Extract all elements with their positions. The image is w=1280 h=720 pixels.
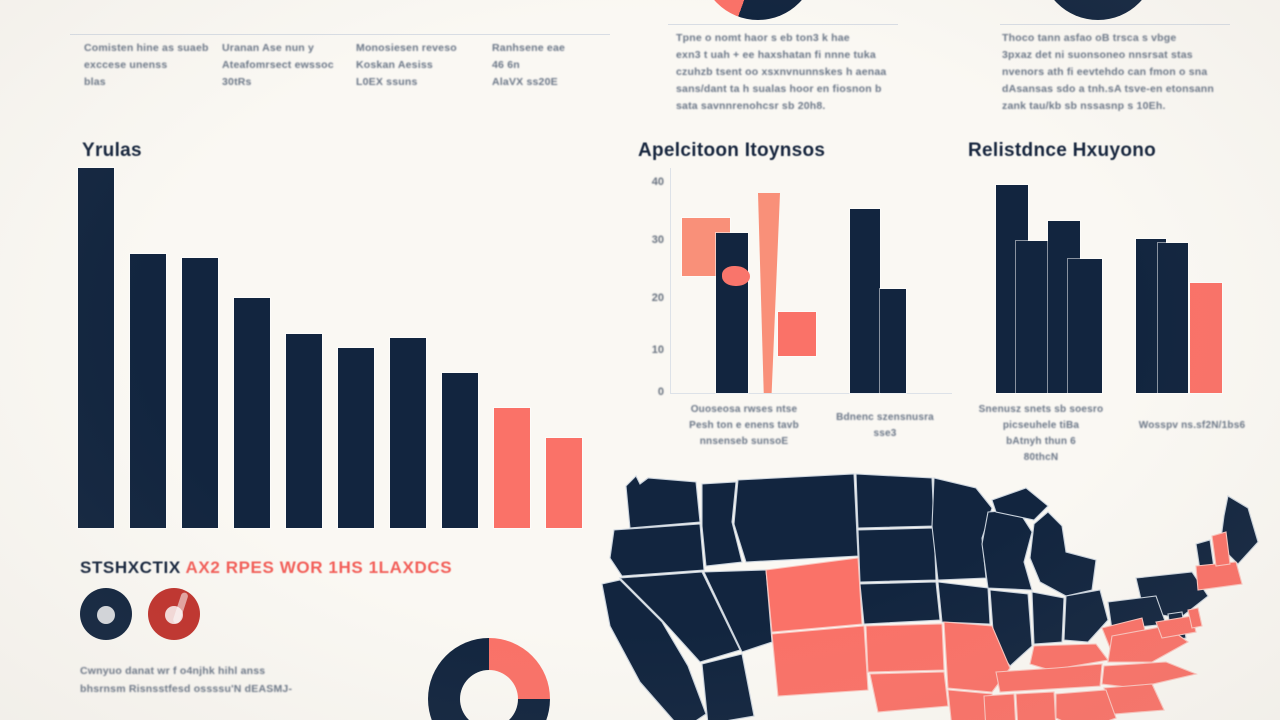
top-bar-caption: Monosiesen reveso Koskan Aesiss L0EX ssu…	[356, 42, 457, 88]
state-tn	[995, 663, 1103, 693]
resistance-group-caption-1: Snenusz snets sb soesro picseuhele tiBa …	[978, 404, 1104, 463]
bar-7[interactable]	[390, 338, 426, 528]
bar-1[interactable]	[78, 168, 114, 528]
top-pie-divider	[668, 24, 898, 25]
donut-hole	[460, 670, 518, 720]
state-ky	[1029, 643, 1109, 671]
bottom-left-title: STSHXCTIX AX2 RPES WOR 1HS 1LAXDCS	[80, 558, 452, 578]
state-mi-up	[991, 487, 1049, 521]
state-ms	[983, 693, 1016, 720]
donut-chart	[428, 638, 550, 720]
state-mn	[931, 477, 993, 581]
top-bar-caption: Ranhsene eae 46 6n AlaVX ss20E	[492, 42, 566, 88]
shield-badge-icon	[80, 588, 132, 640]
state-az	[701, 653, 755, 720]
resistance-bar-chart	[968, 168, 1268, 394]
state-ga	[1055, 689, 1117, 720]
state-wa	[625, 475, 701, 529]
state-id	[701, 481, 743, 567]
bottom-left-title-dark: STSHXCTIX	[80, 558, 181, 577]
bar-10[interactable]	[546, 438, 582, 528]
alert-badge-icon	[148, 588, 200, 640]
resistance-bar-2b[interactable]	[1068, 259, 1102, 393]
state-nc	[1101, 661, 1198, 689]
top-pie-caption: Thoco tann asfao oB trsca s vbge 3pxaz d…	[1002, 32, 1215, 112]
state-ct-ri-ma	[1195, 561, 1243, 591]
y-tick-0: 0	[657, 386, 664, 398]
resistance-group-caption-2: Wosspv ns.sf2N/1bs6	[1138, 420, 1246, 431]
state-mi	[1029, 511, 1097, 597]
state-nh	[1211, 531, 1231, 567]
adoption-bar-coral-2[interactable]	[758, 193, 780, 393]
state-ar	[947, 689, 996, 720]
us-choropleth-map	[596, 466, 1280, 720]
right-chart-title: Relistdnce Hxuyono	[968, 140, 1157, 161]
bottom-left-caption: Cwnyuo danat wr f o4njhk hihl anss bhsrn…	[80, 665, 293, 695]
top-strip: Comisten hine as suaeb exccese unenss bl…	[0, 0, 1280, 120]
state-ut	[703, 569, 773, 653]
top-strip-divider	[70, 34, 610, 35]
resistance-bar-1b[interactable]	[1016, 241, 1048, 393]
state-ne	[859, 581, 941, 625]
y-tick-10: 10	[651, 344, 664, 356]
state-wi	[981, 509, 1033, 591]
y-tick-40: 40	[651, 176, 664, 188]
state-ca	[601, 579, 707, 720]
bar-9[interactable]	[494, 408, 530, 528]
state-sd	[857, 527, 937, 583]
main-chart-title: Yrulas	[82, 140, 142, 161]
bar-2[interactable]	[130, 254, 166, 528]
top-bar-caption: Uranan Ase nun y Ateafomrsect ewssoc 30t…	[222, 42, 334, 88]
bar-4[interactable]	[234, 298, 270, 528]
state-oh	[1063, 589, 1109, 643]
adoption-bar-coral-3[interactable]	[778, 312, 816, 356]
state-or	[609, 523, 705, 577]
adoption-bar-navy-2[interactable]	[850, 209, 880, 393]
alert-badge-center	[165, 606, 183, 625]
top-pie-chart	[700, 0, 816, 20]
map-states	[601, 473, 1259, 720]
bar-8[interactable]	[442, 373, 478, 528]
bottom-left-title-coral: AX2 RPES WOR 1HS 1LAXDCS	[185, 558, 453, 577]
y-axis-line	[670, 168, 671, 394]
state-ks	[865, 623, 945, 673]
state-ok	[869, 671, 949, 713]
state-nd	[855, 473, 935, 529]
state-al	[1015, 691, 1057, 720]
top-pie-divider	[1000, 24, 1230, 25]
state-me	[1219, 495, 1259, 565]
resistance-bar-4[interactable]	[1190, 283, 1222, 393]
state-mt	[733, 473, 859, 563]
adoption-bar-chart: 40 30 20 10 0	[632, 168, 952, 398]
coral-blob	[722, 266, 750, 286]
adoption-bar-navy-1[interactable]	[716, 233, 748, 393]
state-de	[1187, 607, 1203, 629]
state-ia	[937, 581, 991, 625]
state-md	[1155, 615, 1197, 639]
bar-5[interactable]	[286, 334, 322, 528]
state-nv	[618, 571, 741, 663]
adoption-group-caption-1: Ouoseosa rwses ntse Pesh ton e enens tav…	[689, 404, 799, 447]
top-pie-caption: Tpne o nomt haor s eb ton3 k hae exn3 t …	[676, 32, 887, 112]
adoption-group-caption-2: Bdnenc szensnusra sse3	[836, 412, 934, 439]
mid-chart-title: Apelcitoon Itoynsos	[638, 140, 826, 161]
resistance-bar-3b[interactable]	[1158, 243, 1188, 393]
adoption-bar-navy-3[interactable]	[880, 289, 906, 393]
state-wy	[765, 557, 863, 633]
state-co	[771, 625, 869, 697]
bar-6[interactable]	[338, 348, 374, 528]
shield-badge-center	[97, 606, 115, 625]
top-bar-caption: Comisten hine as suaeb exccese unenss bl…	[84, 42, 209, 88]
x-axis-line	[670, 393, 952, 394]
bar-3[interactable]	[182, 258, 218, 528]
top-pie-chart	[1040, 0, 1156, 20]
y-tick-20: 20	[651, 292, 664, 304]
main-ranking-bar-chart	[78, 168, 582, 528]
state-in	[1031, 591, 1065, 645]
y-tick-30: 30	[651, 234, 664, 246]
